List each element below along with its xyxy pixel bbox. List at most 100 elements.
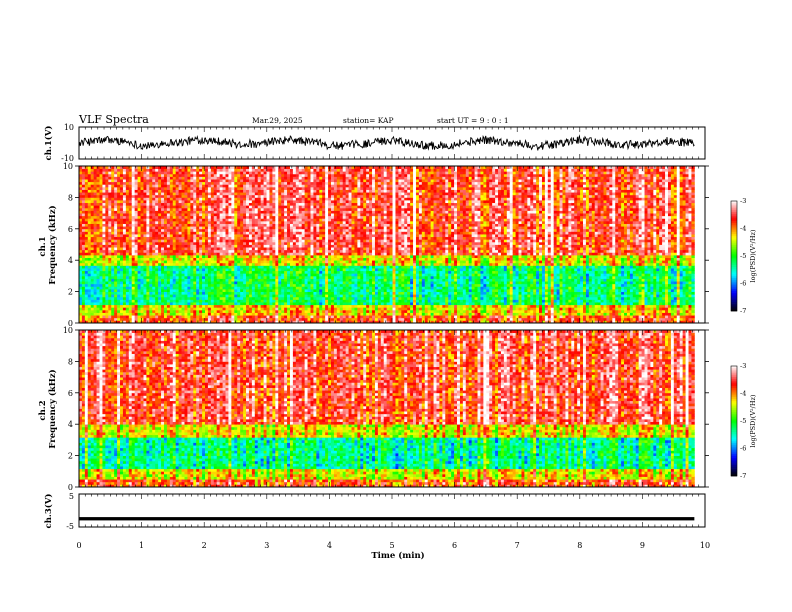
spectrogram-cell: [248, 260, 253, 264]
spectrogram-cell: [84, 205, 89, 209]
spectrogram-cell: [140, 278, 144, 282]
spectrogram-cell: [81, 231, 86, 235]
spectrogram-cell: [307, 268, 311, 272]
spectrogram-cell: [205, 265, 209, 269]
spectrogram-cell: [134, 320, 139, 324]
spectrogram-cell: [99, 278, 103, 282]
spectrogram-cell: [190, 320, 194, 324]
spectrogram-cell: [99, 296, 103, 300]
spectrogram-cell: [122, 249, 127, 253]
spectrogram-cell: [205, 273, 209, 277]
spectrogram-cell: [137, 275, 141, 279]
spectrogram-cell: [137, 288, 141, 292]
spectrogram-cell: [263, 218, 267, 222]
spectrogram-cell: [172, 236, 177, 240]
spectrogram-cell: [114, 241, 118, 245]
spectrogram-cell: [316, 186, 320, 190]
spectrogram-cell: [169, 315, 174, 319]
spectrogram-cell: [120, 244, 124, 248]
spectrogram-cell: [105, 268, 109, 272]
spectrogram-cell: [289, 278, 294, 282]
spectrogram-cell: [99, 228, 103, 232]
spectrogram-cell: [131, 192, 136, 196]
spectrogram-cell: [269, 179, 273, 183]
spectrogram-cell: [248, 304, 253, 308]
spectrogram-cell: [287, 260, 291, 264]
spectrogram-cell: [163, 200, 168, 204]
spectrogram-cell: [234, 186, 238, 190]
spectrogram-cell: [210, 223, 215, 227]
spectrogram-cell: [257, 320, 262, 324]
spectrogram-cell: [81, 176, 86, 180]
spectrogram-cell: [96, 207, 100, 211]
spectrogram-cell: [114, 278, 118, 282]
spectrogram-cell: [90, 241, 95, 245]
spectrogram-cell: [187, 317, 191, 321]
spectrogram-cell: [304, 275, 308, 279]
spectrogram-cell: [240, 194, 244, 198]
spectrogram-cell: [278, 320, 282, 324]
spectrogram-cell: [248, 265, 253, 269]
spectrogram-cell: [313, 213, 317, 217]
spectrogram-cell: [222, 241, 226, 245]
spectrogram-cell: [284, 226, 288, 230]
spectrogram-cell: [292, 179, 297, 183]
spectrogram-cell: [310, 218, 314, 222]
spectrogram-cell: [140, 299, 144, 303]
spectrogram-cell: [295, 291, 300, 295]
spectrogram-cell: [184, 315, 188, 319]
spectrogram-cell: [275, 268, 279, 272]
spectrogram-cell: [298, 234, 303, 238]
spectrogram-cell: [87, 228, 92, 232]
spectrogram-cell: [99, 299, 103, 303]
spectrogram-cell: [316, 181, 320, 185]
spectrogram-cell: [93, 299, 97, 303]
spectrogram-cell: [128, 307, 133, 311]
spectrogram-cell: [266, 179, 270, 183]
spectrogram-cell: [122, 220, 127, 224]
spectrogram-cell: [231, 202, 235, 206]
spectrogram-cell: [166, 210, 171, 214]
spectrogram-cell: [210, 260, 215, 264]
spectrogram-cell: [248, 200, 253, 204]
spectrogram-cell: [269, 312, 273, 316]
spectrogram-cell: [313, 210, 317, 214]
spectrogram-cell: [231, 288, 235, 292]
spectrogram-cell: [272, 283, 276, 287]
spectrogram-cell: [178, 168, 182, 172]
spectrogram-cell: [199, 186, 203, 190]
spectrogram-cell: [163, 223, 168, 227]
spectrogram-cell: [234, 228, 238, 232]
spectrogram-cell: [231, 296, 235, 300]
spectrogram-cell: [163, 247, 168, 251]
spectrogram-cell: [90, 192, 95, 196]
spectrogram-cell: [137, 307, 141, 311]
spectrogram-cell: [90, 171, 95, 175]
spectrogram-cell: [158, 241, 162, 245]
spectrogram-cell: [228, 184, 232, 188]
spectrogram-cell: [105, 317, 109, 321]
spectrogram-cell: [304, 260, 308, 264]
spectrogram-cell: [216, 315, 221, 319]
spectrogram-cell: [210, 215, 215, 219]
spectrogram-cell: [193, 181, 197, 185]
spectrogram-cell: [205, 302, 209, 306]
spectrogram-cell: [225, 223, 229, 227]
spectrogram-cell: [155, 262, 159, 266]
spectrogram-cell: [99, 288, 103, 292]
spectrogram-cell: [269, 299, 273, 303]
spectrogram-cell: [187, 257, 191, 261]
spectrogram-cell: [281, 220, 285, 224]
spectrogram-cell: [102, 168, 106, 172]
spectrogram-cell: [202, 181, 206, 185]
spectrogram-cell: [134, 244, 139, 248]
spectrogram-cell: [152, 226, 156, 230]
spectrogram-cell: [120, 241, 124, 245]
spectrogram-cell: [87, 244, 92, 248]
spectrogram-cell: [108, 244, 112, 248]
spectrogram-cell: [292, 270, 297, 274]
spectrogram-cell: [205, 252, 209, 256]
spectrogram-cell: [90, 254, 95, 258]
spectrogram-cell: [131, 215, 136, 219]
spectrogram-cell: [175, 283, 180, 287]
